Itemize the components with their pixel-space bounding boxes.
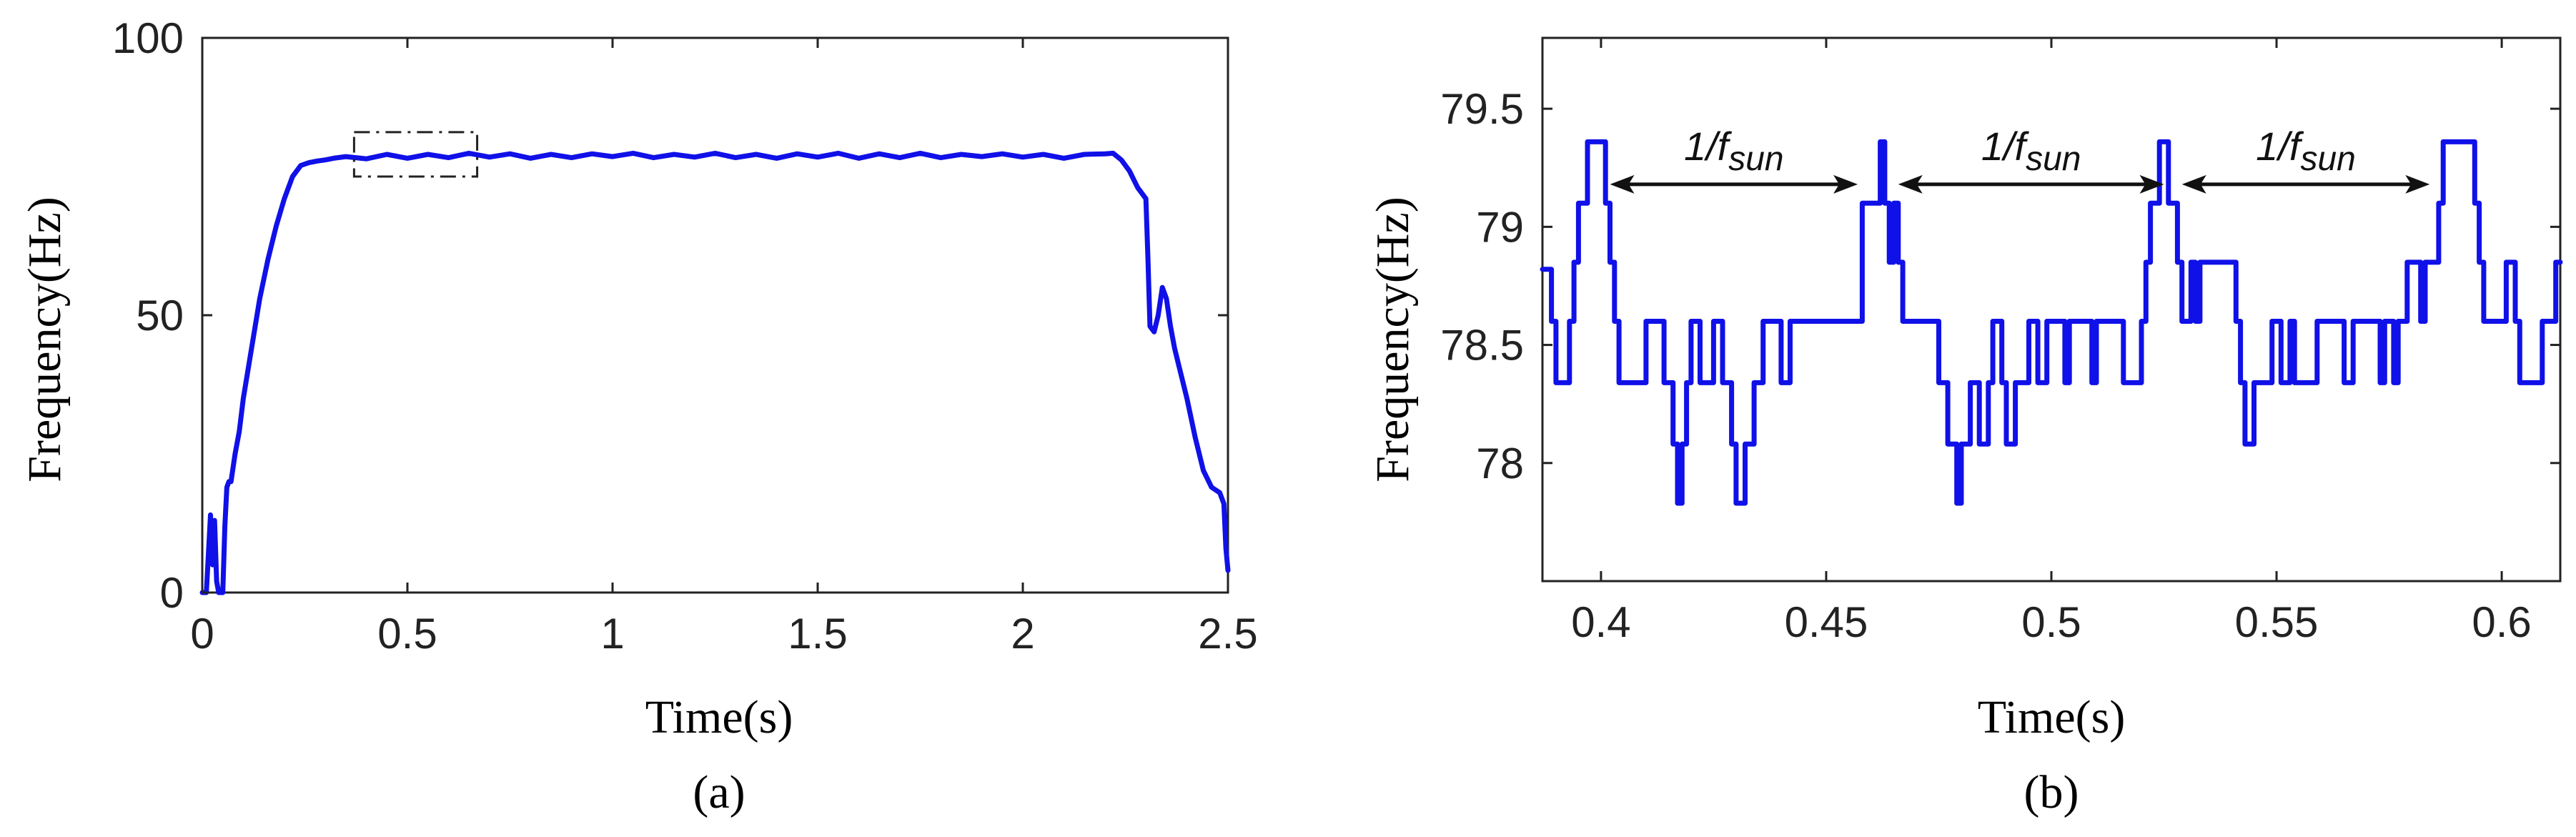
panel-b-y-tick-label: 78 [1476,440,1524,487]
panel-a-x-tick-label: 1.5 [788,610,847,658]
panel-a-x-tick-label: 0.5 [377,610,437,658]
panel-b-ticks: 0.4 0.45 0.5 0.55 0.6 78 78.5 79 79.5 [1440,38,2560,646]
panel-b-y-tick-label: 78.5 [1440,322,1524,370]
panel-a-plot-area [199,36,1231,595]
panel-a-x-axis-label: Time(s) [645,691,793,743]
panel-b-zoomed-frequency: 1/fsun 1/fsun 1/fsun 0.4 0.45 0.5 0.55 0.6 78 78… [1367,36,2563,818]
panel-b-y-axis-label: Frequency(Hz) [1367,197,1419,482]
panel-b-arrowhead-right [2405,174,2430,194]
panel-a-y-tick-label: 50 [136,292,184,340]
panel-b-x-tick-label: 0.45 [1785,598,1868,646]
panel-a-x-tick-label: 1 [600,610,624,658]
panel-b-arrowhead-left [2181,174,2206,194]
panel-a-axes-frame [201,36,1229,594]
panel-a-time-frequency: 0 0.5 1 1.5 2 2.5 0 50 100 Time(s) Frequency(Hz)… [19,14,1258,818]
panel-a-x-tick-label: 2 [1011,610,1034,658]
panel-b-x-tick-label: 0.55 [2235,598,2319,646]
panel-b-frequency-line [1540,139,2563,506]
panel-b-x-tick-label: 0.5 [2021,598,2081,646]
panel-a-caption: (a) [693,766,745,818]
panel-b-period-label: 1/fsun [2256,124,2356,178]
panel-b-y-tick-label: 79.5 [1440,85,1524,133]
panel-b-arrowhead-right [2139,174,2164,194]
panel-b-plot-area: 1/fsun 1/fsun 1/fsun [1540,36,2563,583]
panel-a-x-tick-label: 0 [190,610,214,658]
panel-a-y-tick-label: 100 [112,14,184,62]
panel-a-frequency-line [199,150,1231,595]
panel-b-arrowhead-left [1898,174,1923,194]
panel-a-y-axis-label: Frequency(Hz) [19,197,71,482]
panel-a-x-tick-label: 2.5 [1198,610,1257,658]
panel-b-x-tick-label: 0.4 [1571,598,1630,646]
panel-b-x-tick-label: 0.6 [2472,598,2531,646]
panel-b-arrowhead-left [1610,174,1635,194]
panel-b-y-tick-label: 79 [1476,203,1524,251]
panel-b-period-label: 1/fsun [1684,124,1784,178]
panel-b-x-axis-label: Time(s) [1978,691,2126,743]
panel-b-arrowhead-right [1833,174,1858,194]
panel-a-ticks: 0 0.5 1 1.5 2 2.5 0 50 100 [112,14,1258,658]
panel-b-period-label: 1/fsun [1981,124,2081,178]
panel-b-caption: (b) [2024,766,2079,818]
panel-a-y-tick-label: 0 [160,569,184,617]
panel-a-zoom-box [352,131,479,178]
